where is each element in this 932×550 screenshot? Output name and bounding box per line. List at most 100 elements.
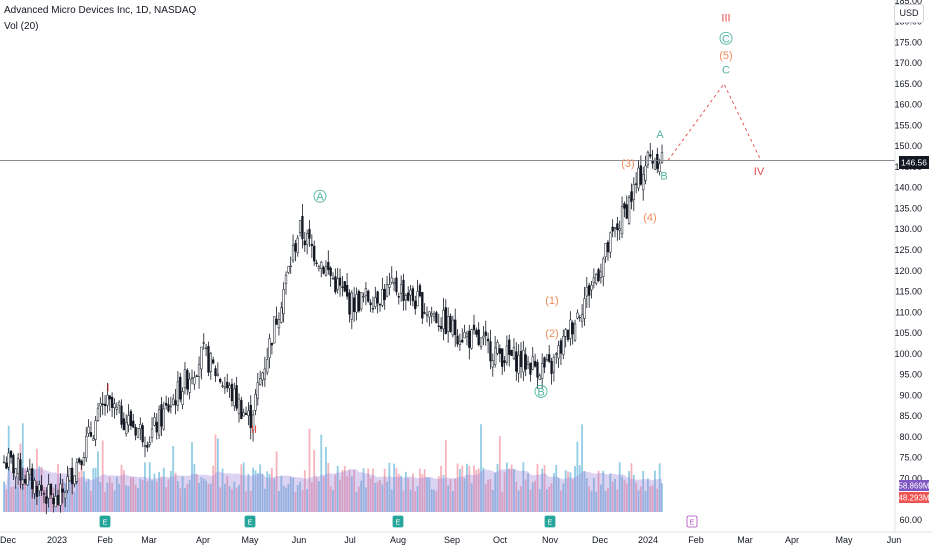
time-tick-label: Aug [390,535,406,545]
volume-bar [480,424,482,512]
volume-bar [508,468,511,512]
earnings-marker[interactable]: E [99,515,111,528]
candle [625,195,628,219]
time-tick-label: Feb [97,535,113,545]
time-tick-label: Mar [737,535,753,545]
candle [327,250,330,275]
svg-text:E: E [396,520,401,527]
candle [284,271,288,295]
candle [2,455,6,464]
currency-badge[interactable]: USD [894,4,924,23]
candle [468,324,471,360]
volume-bar [280,475,283,512]
candle [627,194,631,225]
volume-bar [209,483,212,512]
volume-bar [287,483,290,512]
volume-bar [169,470,172,512]
earnings-marker[interactable]: E [244,515,256,528]
candle [49,483,53,499]
candle [494,335,497,368]
candle [143,436,147,458]
volume-bar [381,484,384,512]
volume-bar [412,473,414,512]
candle [653,157,657,170]
volume-bar [534,480,536,512]
candle [660,144,664,164]
candle [298,220,302,237]
volume-bar [536,463,539,512]
volume-bar [278,491,280,512]
volume-bar [447,485,450,512]
candle [632,177,635,212]
volume-bar [451,491,454,512]
wave-label: B [660,170,667,182]
price-tick-label: 150.00 [894,141,922,151]
candle [588,282,591,308]
volume-bar [463,478,466,512]
candle [390,266,393,285]
volume-bar [588,486,591,512]
svg-text:E: E [548,520,553,527]
volume-bar [315,477,318,512]
earnings-marker[interactable]: E [392,515,404,528]
wave-label: I [106,382,109,394]
candle [642,166,645,201]
svg-text:I: I [106,382,109,394]
volume-bar [3,481,5,512]
candle [71,457,74,495]
volume-bar [621,476,623,512]
candle [38,480,41,497]
candle [329,266,332,287]
volume-bar [57,464,59,512]
volume-bar [355,491,358,512]
svg-text:IV: IV [754,166,765,178]
volume-bar [543,465,546,512]
earnings-marker[interactable]: E [544,515,556,528]
candle [68,468,71,482]
volume-bar [207,484,210,512]
earnings-marker[interactable]: E [686,515,698,528]
price-tick-label: 140.00 [894,183,922,193]
volume-bar [231,489,233,512]
svg-text:E: E [103,520,108,527]
candle [548,345,551,364]
volume-bar [68,471,71,512]
candle [475,327,478,338]
symbol-title[interactable]: Advanced Micro Devices Inc, 1D, NASDAQ [4,5,197,16]
candle [275,306,278,325]
candle [118,400,121,414]
volume-bar [456,463,459,512]
candle [364,282,368,306]
candle [592,268,596,289]
price-tick-label: 155.00 [894,120,922,130]
candle [66,465,69,494]
price-tick-label: 135.00 [894,203,922,213]
volume-bar [477,468,480,512]
svg-text:C: C [722,33,730,45]
volume-bar [597,470,600,512]
candle [5,456,8,470]
volume-bar [350,476,353,512]
svg-text:(1): (1) [545,295,558,307]
time-tick-label: May [241,535,259,545]
svg-text:A: A [316,191,324,203]
volume-indicator-label[interactable]: Vol (20) [4,21,39,32]
candle [435,310,438,324]
volume-bar [132,476,135,512]
candle [35,481,39,506]
candle [585,277,588,309]
volume-bar [498,436,501,512]
volume-bar [26,471,29,512]
wave-label: B [534,384,548,398]
candle [259,370,262,386]
volume-bar [134,484,137,512]
candle [395,270,398,296]
volume-bar [24,469,27,512]
candle [658,158,661,176]
candle [26,467,29,486]
candle [580,304,584,328]
volume-bar [235,487,238,512]
candle [522,340,525,382]
candle [317,264,321,272]
